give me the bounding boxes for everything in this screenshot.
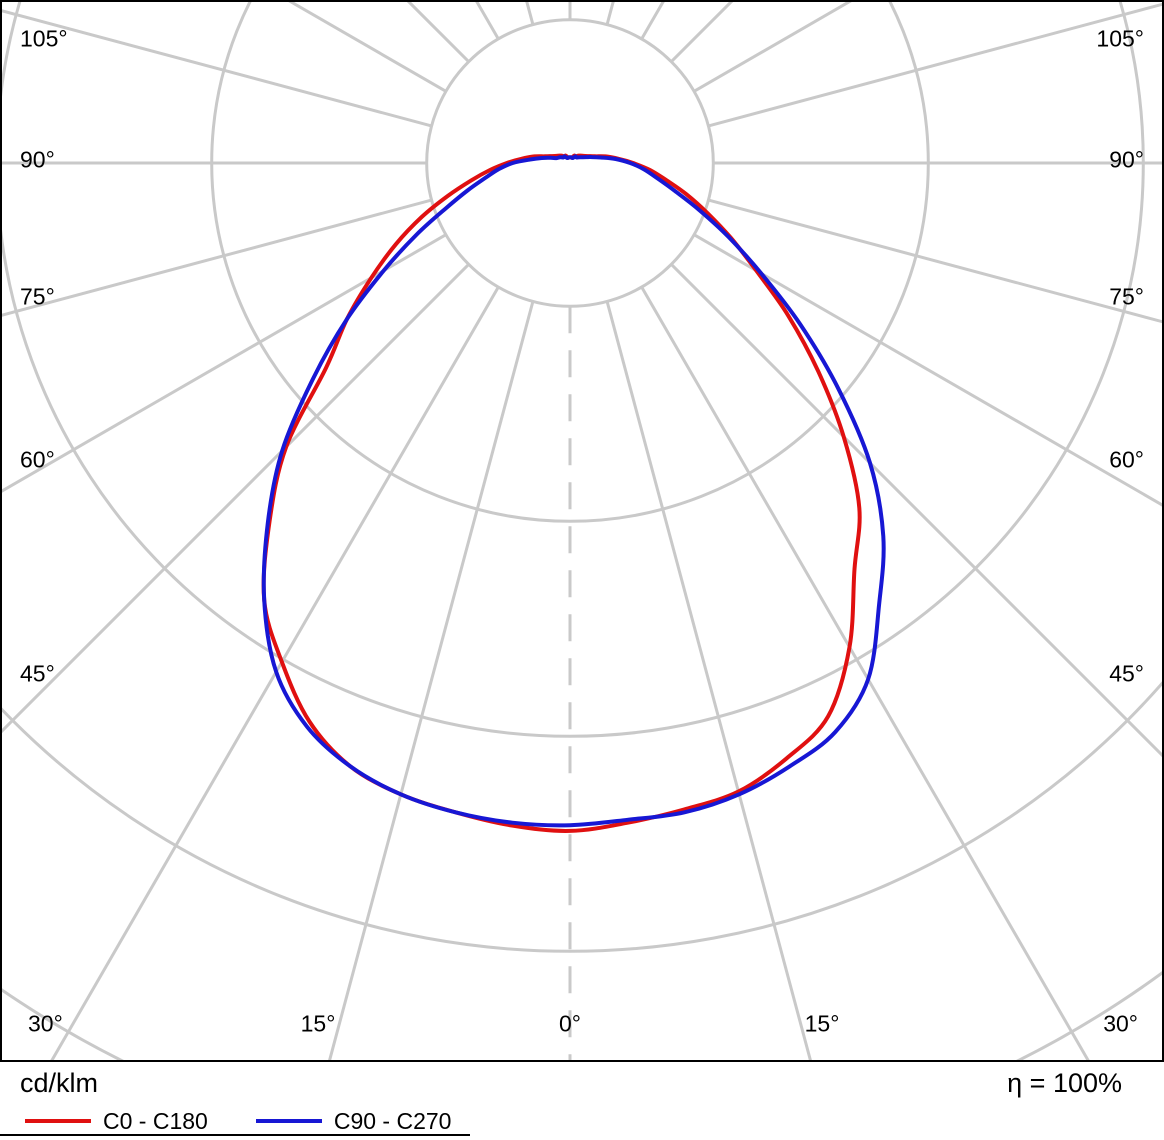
polar-diagram-panel: 105° 90° 75° 60° 45° 30° 105° 90° 75° 60… [0, 0, 1164, 1062]
angle-label-right-60: 60° [1109, 446, 1144, 473]
legend-area: cd/klm η = 100% C0 - C180 C90 - C270 [0, 1062, 1164, 1140]
angle-label-right-105: 105° [1096, 25, 1144, 52]
c0-c180-line-swatch [25, 1119, 91, 1123]
angle-label-left-105: 105° [20, 25, 68, 52]
c90-c270-label: C90 - C270 [333, 1107, 452, 1134]
unit-label: cd/klm [20, 1068, 99, 1098]
legend-strip: C0 - C180 C90 - C270 [0, 1108, 470, 1136]
angle-label-right-75: 75° [1109, 283, 1144, 310]
footer-top-row: cd/klm η = 100% [0, 1068, 1164, 1099]
angle-label-left-90: 90° [20, 146, 55, 173]
angle-label-left-45: 45° [20, 660, 55, 687]
c90-c270-line-swatch [255, 1119, 322, 1123]
angle-label-right-30: 30° [1103, 1010, 1138, 1037]
c0-c180-label: C0 - C180 [103, 1107, 208, 1134]
angle-label-right-90: 90° [1109, 146, 1144, 173]
angle-label-left-30: 30° [28, 1010, 63, 1037]
angle-label-bottom-left-15: 15° [300, 1010, 336, 1037]
polar-grid-and-curves [2, 2, 1162, 1060]
angle-label-left-75: 75° [20, 283, 55, 310]
efficiency-label: η = 100% [1007, 1068, 1122, 1098]
angle-label-left-60: 60° [20, 446, 55, 473]
angle-label-bottom-0: 0° [559, 1010, 581, 1037]
legend-item-c90-c270: C90 - C270 [255, 1107, 452, 1134]
legend-item-c0-c180: C0 - C180 [25, 1107, 208, 1134]
angle-label-right-45: 45° [1109, 660, 1144, 687]
angle-label-bottom-right-15: 15° [804, 1010, 840, 1037]
